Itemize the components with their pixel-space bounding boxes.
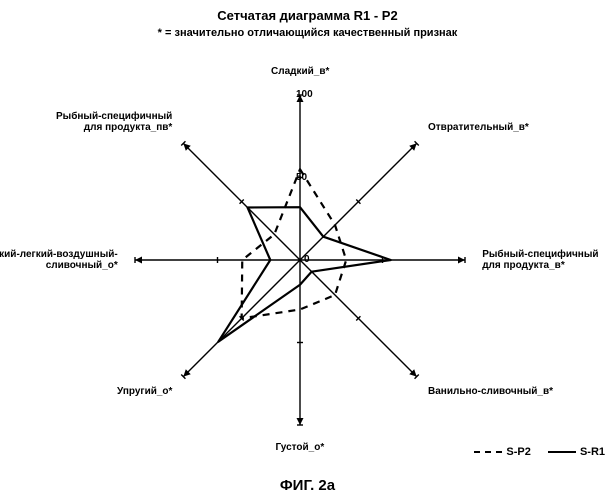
figure-caption: ФИГ. 2a — [0, 477, 615, 494]
legend-swatch-solid — [548, 451, 576, 453]
axis-label-fishy_v: Рыбный-специфичный для продукта_в* — [482, 249, 598, 272]
axis-label-fishy_pv: Рыбный-специфичный для продукта_пв* — [56, 111, 172, 134]
axis-label-springy: Упругий_о* — [117, 386, 172, 398]
legend-label-sr1: S-R1 — [580, 446, 605, 458]
tick-label-0: 0 — [304, 254, 310, 265]
axis-label-soft: Мягкий-легкий-воздушный- сливочный_о* — [0, 249, 118, 272]
axis-label-vanilla: Ванильно-сливочный_в* — [428, 386, 553, 398]
tick-label-100: 100 — [296, 89, 313, 100]
tick-label-50: 50 — [296, 172, 307, 183]
legend-item-sr1: S-R1 — [548, 446, 605, 458]
axis-label-repulsive: Отвратительный_в* — [428, 122, 529, 134]
legend-swatch-dashed — [474, 451, 502, 453]
axis-label-thick: Густой_о* — [276, 442, 325, 454]
legend-label-sp2: S-P2 — [506, 446, 530, 458]
legend: S-P2 S-R1 — [460, 446, 605, 458]
legend-item-sp2: S-P2 — [474, 446, 530, 458]
axis-label-sweet: Сладкий_в* — [271, 66, 329, 78]
